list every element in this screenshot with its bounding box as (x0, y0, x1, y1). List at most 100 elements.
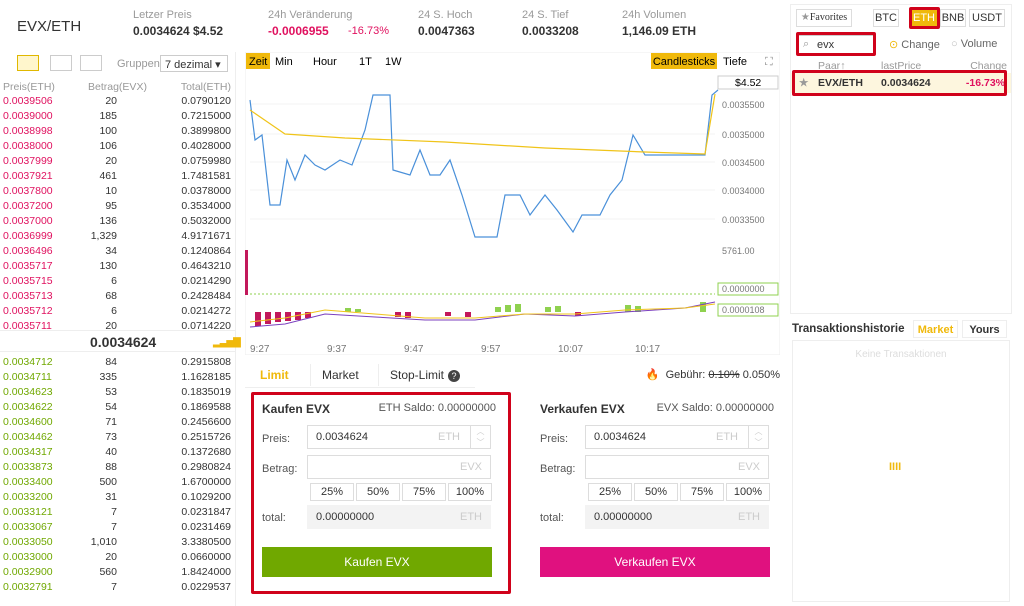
percent-button[interactable]: 100% (448, 483, 492, 501)
amount: 335 (99, 371, 117, 383)
price: 0.0039506 (3, 95, 53, 107)
decimals: 7 dezimal (165, 59, 213, 71)
ask-row: 0.0038000 106 0.4028000 (0, 139, 235, 154)
chart-tabs: Zeit Min Hour 1T 1W (246, 53, 402, 69)
market-tab[interactable]: USDT (969, 9, 1005, 27)
price: 0.0034600 (3, 416, 53, 428)
last-price: 0.0034624 (90, 334, 157, 350)
buy-button[interactable]: Kaufen EVX (262, 547, 492, 577)
chart-tab[interactable]: Zeit (249, 56, 267, 68)
total: 0.5032000 (181, 215, 231, 227)
balance: EVX Saldo: 0.00000000 (656, 402, 774, 414)
amount: 7 (111, 581, 117, 593)
price: 0.0034623 (3, 386, 53, 398)
stat-label: 24 S. Tief (522, 9, 569, 21)
market-tab[interactable]: BNB (940, 9, 966, 27)
col-price: Preis(ETH) (3, 81, 55, 93)
highlight-search (796, 32, 876, 56)
history-tab[interactable]: Yours (962, 320, 1007, 338)
amount: 560 (99, 566, 117, 578)
ask-row: 0.0035717 130 0.4643210 (0, 259, 235, 274)
sort-volume[interactable]: ○ Volume (951, 38, 997, 50)
sell-button[interactable]: Verkaufen EVX (540, 547, 770, 577)
form-tabs: Limit Market Stop-Limit? (245, 362, 475, 388)
price: 0.0037999 (3, 155, 53, 167)
ask-row: 0.0039506 20 0.0790120 (0, 94, 235, 109)
total: 0.2915808 (181, 356, 231, 368)
amount-label: Betrag: (540, 463, 576, 475)
bid-row: 0.0034623 53 0.1835019 (0, 385, 235, 400)
view-both[interactable] (17, 55, 39, 71)
price-input[interactable]: 0.0034624 ETH ︿ ﹀ (585, 425, 769, 449)
view-tab[interactable]: Candlesticks (653, 56, 716, 68)
total: 0.0790120 (181, 95, 231, 107)
percent-button[interactable]: 25% (588, 483, 632, 501)
amount-input[interactable]: EVX (307, 455, 491, 479)
amount: 106 (99, 140, 117, 152)
loader: IIII (889, 461, 902, 473)
percent-button[interactable]: 75% (680, 483, 724, 501)
view-tab[interactable]: Tiefe (723, 56, 747, 68)
history-tab[interactable]: Market (913, 320, 958, 338)
amount-unit: EVX (459, 461, 482, 473)
ask-row: 0.0036496 34 0.1240864 (0, 244, 235, 259)
macd-label: 0.0000108 (722, 305, 765, 315)
ask-row: 0.0035713 68 0.2428484 (0, 289, 235, 304)
price-tick: 0.0035000 (722, 130, 765, 140)
percent-button[interactable]: 50% (634, 483, 678, 501)
form-tab[interactable]: Market (322, 368, 359, 382)
markets: ★Favorites BTC ETH BNB USDT ⌕ evx ⊙ Change ○ … (790, 4, 1012, 314)
percent-button[interactable]: 50% (356, 483, 400, 501)
chart-tab[interactable]: Hour (313, 56, 337, 68)
price-input[interactable]: 0.0034624 ETH ︿ ﹀ (307, 425, 491, 449)
pair: EVX/ETH (818, 77, 863, 89)
total: 0.0229537 (181, 581, 231, 593)
stepper: ︿ ﹀ (470, 426, 490, 448)
form-tab[interactable]: Stop-Limit? (390, 368, 461, 382)
buy-panel: Kaufen EVX ETH Saldo: 0.00000000 Preis: 0.0… (252, 393, 510, 593)
time-tick: 9:27 (250, 344, 270, 355)
total: 0.2456600 (181, 416, 231, 428)
total-field: 0.00000000 ETH (585, 505, 769, 529)
bid-row: 0.0034462 73 0.2515726 (0, 430, 235, 445)
percent-button[interactable]: 100% (726, 483, 770, 501)
sort-change[interactable]: ⊙ Change (889, 38, 940, 51)
percent-button[interactable]: 25% (310, 483, 354, 501)
view-bids[interactable] (50, 55, 72, 71)
ask-row: 0.0035711 20 0.0714220 (0, 319, 235, 334)
view-asks[interactable] (80, 55, 102, 71)
price-tick: 0.0033500 (722, 215, 765, 225)
amount-input[interactable]: EVX (585, 455, 769, 479)
panel-title: Kaufen EVX (262, 402, 331, 416)
total: 0.0759980 (181, 155, 231, 167)
stat-label: Letzer Preis (133, 9, 192, 21)
time-tick: 9:37 (327, 344, 347, 355)
chart-tab[interactable]: 1T (359, 56, 372, 68)
group-label: Gruppen (117, 58, 160, 70)
market-tab[interactable]: ★Favorites (796, 9, 852, 27)
market-row[interactable]: ★ EVX/ETH 0.0034624 -16.73% (791, 73, 1011, 93)
chart-tab[interactable]: Min (275, 56, 293, 68)
amount: 136 (99, 215, 117, 227)
amount: 20 (105, 320, 117, 332)
grid (250, 103, 715, 220)
fullscreen-icon[interactable]: ⛶ (765, 56, 773, 68)
price: 0.0038998 (3, 125, 53, 137)
percent-button[interactable]: 75% (402, 483, 446, 501)
volume-bar (245, 250, 248, 295)
market-tab[interactable]: BTC (873, 9, 899, 27)
amount: 20 (105, 95, 117, 107)
fee-old: 0.10% (708, 369, 740, 381)
decimals-select[interactable]: 7 dezimal ▾ (160, 55, 228, 72)
fee: 🔥 Gebühr: 0.10% 0.050% (646, 368, 780, 381)
market-tab-text: BTC (875, 12, 897, 24)
chart-tab[interactable]: 1W (385, 56, 402, 68)
total: 0.0231847 (181, 506, 231, 518)
form-tab[interactable]: Limit (260, 368, 289, 382)
total: 0.1372680 (181, 446, 231, 458)
amount: 7 (111, 506, 117, 518)
price: 0.0033067 (3, 521, 53, 533)
price: 0.0033873 (3, 461, 53, 473)
chart: Zeit Min Hour 1T 1W Candlesticks Tiefe ⛶ 0.0… (245, 52, 780, 355)
tab-active (246, 53, 270, 69)
